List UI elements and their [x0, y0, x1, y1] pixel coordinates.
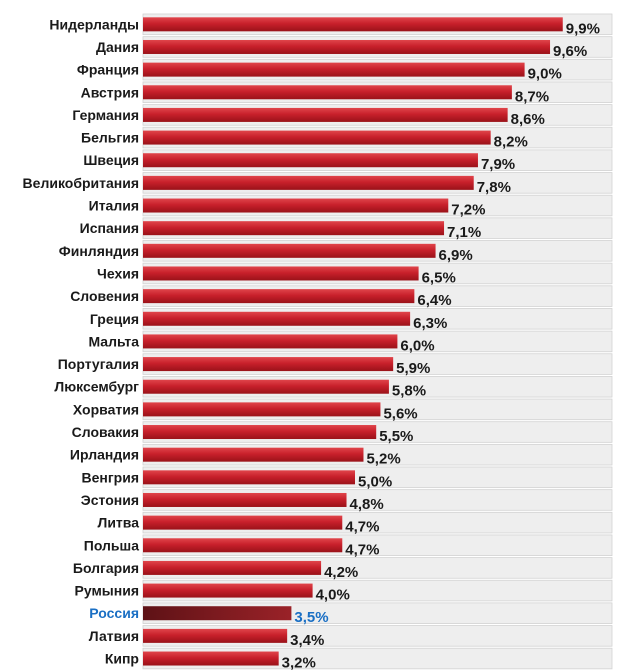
bar	[143, 198, 449, 213]
bar	[143, 311, 411, 326]
value-label: 5,2%	[366, 451, 400, 468]
bar	[143, 17, 563, 32]
category-label: Румыния	[75, 583, 139, 599]
value-label: 7,1%	[447, 224, 481, 241]
bar	[143, 447, 364, 462]
bar	[143, 153, 478, 168]
category-label: Россия	[89, 605, 139, 621]
bar	[143, 492, 347, 507]
bar	[143, 583, 313, 598]
value-label: 9,0%	[528, 66, 562, 83]
value-label: 6,5%	[422, 269, 456, 286]
category-label: Хорватия	[73, 401, 139, 417]
bar	[143, 130, 491, 145]
bar	[143, 560, 322, 575]
category-label: Финляндия	[59, 243, 139, 259]
category-label: Литва	[98, 515, 140, 531]
category-label: Польша	[84, 537, 139, 553]
category-label: Люксембург	[54, 379, 139, 395]
category-label: Австрия	[81, 84, 139, 100]
value-label: 4,0%	[316, 587, 350, 604]
value-label: 5,5%	[379, 428, 413, 445]
value-label: 3,4%	[290, 632, 324, 649]
value-label: 7,2%	[451, 202, 485, 219]
category-label: Чехия	[97, 265, 139, 281]
category-label: Франция	[77, 62, 139, 78]
value-label: 3,2%	[282, 655, 316, 671]
value-label: 3,5%	[294, 609, 328, 626]
value-label: 4,7%	[345, 519, 379, 536]
value-label: 5,9%	[396, 360, 430, 377]
bar	[143, 243, 436, 258]
value-labels: 9,9% 9,6% 9,0% 8,7% 8,6% 8,2% 7,9% 7,8% 7,2% 7,1%…	[282, 20, 600, 671]
bar	[143, 538, 343, 553]
bar	[143, 107, 508, 122]
value-label: 7,9%	[481, 156, 515, 173]
bar	[143, 175, 474, 190]
value-label: 9,9%	[566, 20, 600, 37]
category-label: Мальта	[88, 333, 139, 349]
value-label: 6,9%	[439, 247, 473, 264]
bar	[143, 425, 377, 440]
bar	[143, 266, 419, 281]
value-label: 5,6%	[383, 405, 417, 422]
bar	[143, 515, 343, 530]
value-label: 4,2%	[324, 564, 358, 581]
category-label: Нидерланды	[49, 16, 139, 32]
value-label: 4,7%	[345, 541, 379, 558]
bar	[143, 85, 512, 100]
category-label: Великобритания	[23, 175, 139, 191]
value-label: 6,3%	[413, 315, 447, 332]
bar	[143, 651, 279, 666]
category-labels: Нидерланды Дания Франция Австрия Германия Бел…	[23, 16, 140, 666]
value-label: 9,6%	[553, 43, 587, 60]
category-label: Испания	[80, 220, 139, 236]
value-label: 8,6%	[511, 111, 545, 128]
category-label: Латвия	[89, 628, 139, 644]
category-label: Венгрия	[81, 469, 139, 485]
value-label: 8,7%	[515, 88, 549, 105]
category-label: Дания	[96, 39, 139, 55]
value-label: 6,4%	[417, 292, 451, 309]
bar-highlight	[143, 606, 292, 621]
category-label: Португалия	[58, 356, 139, 372]
bar	[143, 628, 288, 643]
bar	[143, 39, 551, 54]
category-label: Германия	[72, 107, 139, 123]
bar	[143, 379, 389, 394]
bar	[143, 334, 398, 349]
category-label: Бельгия	[81, 130, 139, 146]
category-label: Эстония	[81, 492, 139, 508]
category-label: Италия	[89, 198, 139, 214]
category-label: Греция	[90, 311, 139, 327]
bar	[143, 470, 355, 485]
value-label: 5,8%	[392, 383, 426, 400]
bar	[143, 402, 381, 417]
category-label: Словакия	[72, 424, 139, 440]
category-label: Кипр	[105, 651, 139, 667]
category-label: Словения	[70, 288, 139, 304]
category-label: Швеция	[83, 152, 139, 168]
bar	[143, 221, 445, 236]
value-label: 4,8%	[350, 496, 384, 513]
value-label: 7,8%	[477, 179, 511, 196]
value-label: 8,2%	[494, 134, 528, 151]
category-label: Болгария	[73, 560, 139, 576]
value-label: 6,0%	[400, 337, 434, 354]
category-label: Ирландия	[70, 447, 139, 463]
bar	[143, 357, 394, 372]
bars-group	[143, 17, 563, 666]
bar	[143, 289, 415, 304]
value-label: 5,0%	[358, 473, 392, 490]
bar	[143, 62, 525, 77]
